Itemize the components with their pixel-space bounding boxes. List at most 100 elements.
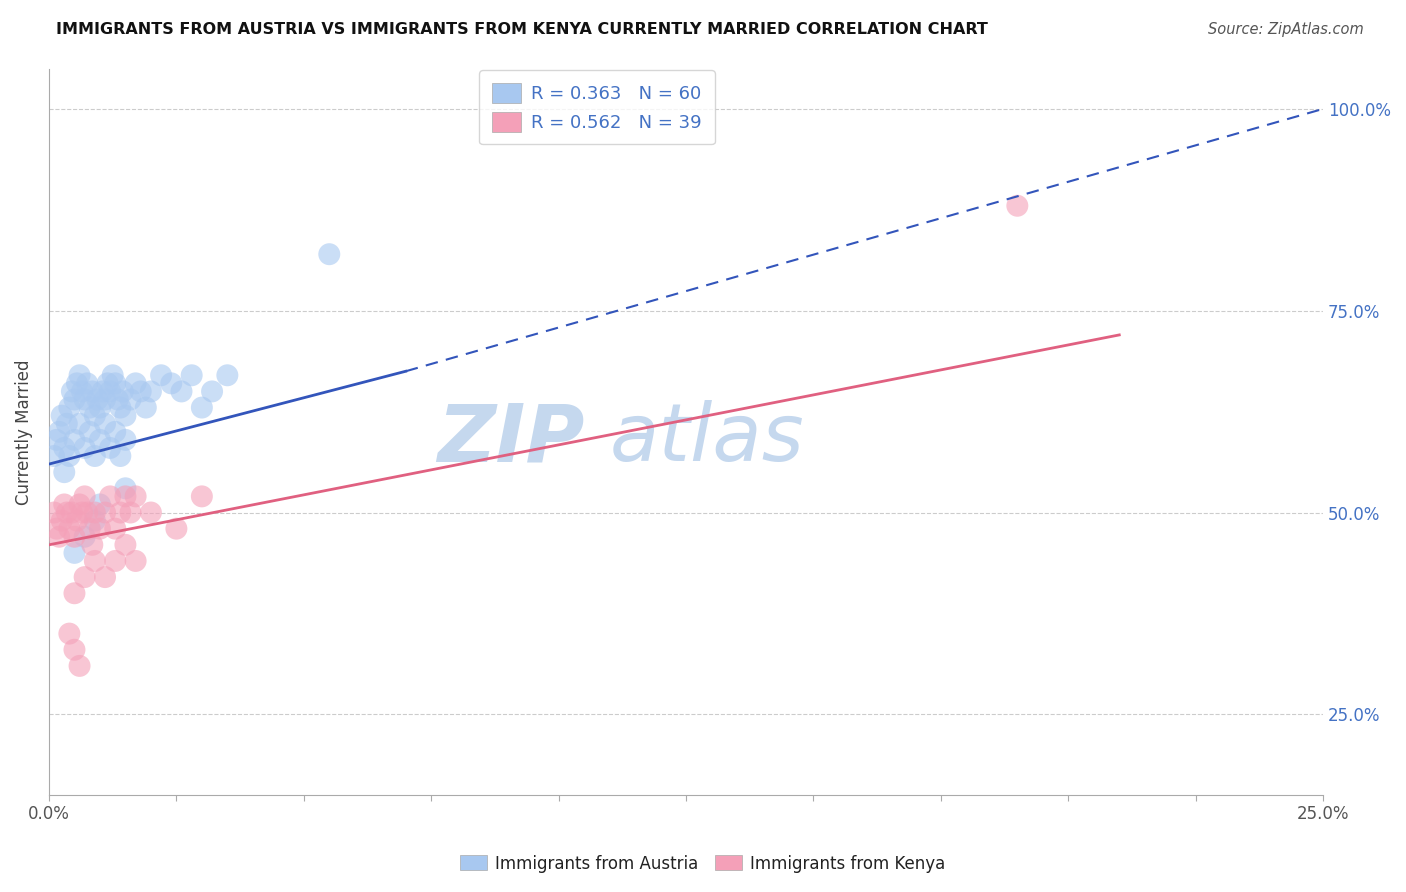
Point xyxy=(60,506,83,520)
Point xyxy=(73,530,96,544)
Point xyxy=(83,409,105,423)
Point xyxy=(191,489,214,503)
Point xyxy=(94,392,117,407)
Point xyxy=(70,506,93,520)
Point xyxy=(94,570,117,584)
Point xyxy=(83,506,105,520)
Point xyxy=(70,384,93,399)
Point xyxy=(98,441,121,455)
Point xyxy=(135,401,157,415)
Point xyxy=(114,489,136,503)
Point xyxy=(91,384,114,399)
Point xyxy=(58,626,80,640)
Point xyxy=(42,449,65,463)
Point xyxy=(53,465,76,479)
Point xyxy=(165,522,187,536)
Point xyxy=(124,554,146,568)
Point xyxy=(114,433,136,447)
Point xyxy=(66,514,89,528)
Text: ZIP: ZIP xyxy=(437,400,583,478)
Point xyxy=(98,489,121,503)
Point xyxy=(98,384,121,399)
Point xyxy=(45,433,67,447)
Point xyxy=(63,392,86,407)
Point xyxy=(58,449,80,463)
Point xyxy=(48,425,70,439)
Point xyxy=(139,384,162,399)
Point xyxy=(110,449,132,463)
Point xyxy=(104,376,127,391)
Point xyxy=(83,449,105,463)
Point xyxy=(53,498,76,512)
Point xyxy=(318,247,340,261)
Point xyxy=(48,530,70,544)
Point xyxy=(79,425,101,439)
Point xyxy=(111,384,134,399)
Point xyxy=(170,384,193,399)
Point xyxy=(191,401,214,415)
Point xyxy=(89,522,111,536)
Point xyxy=(69,368,91,383)
Point xyxy=(104,425,127,439)
Point xyxy=(94,506,117,520)
Point xyxy=(114,538,136,552)
Point xyxy=(58,401,80,415)
Point xyxy=(97,376,120,391)
Point xyxy=(53,441,76,455)
Point xyxy=(150,368,173,383)
Point xyxy=(104,554,127,568)
Point xyxy=(110,401,132,415)
Point xyxy=(1007,199,1029,213)
Point xyxy=(69,417,91,431)
Point xyxy=(51,514,73,528)
Point xyxy=(79,401,101,415)
Point xyxy=(89,401,111,415)
Point xyxy=(124,489,146,503)
Point xyxy=(69,659,91,673)
Point xyxy=(73,489,96,503)
Point xyxy=(51,409,73,423)
Point xyxy=(120,506,142,520)
Point xyxy=(56,417,79,431)
Point xyxy=(66,376,89,391)
Legend: R = 0.363   N = 60, R = 0.562   N = 39: R = 0.363 N = 60, R = 0.562 N = 39 xyxy=(479,70,714,145)
Point xyxy=(63,530,86,544)
Point xyxy=(110,506,132,520)
Point xyxy=(94,417,117,431)
Text: Source: ZipAtlas.com: Source: ZipAtlas.com xyxy=(1208,22,1364,37)
Point xyxy=(89,433,111,447)
Point xyxy=(180,368,202,383)
Point xyxy=(104,522,127,536)
Point xyxy=(82,538,104,552)
Point xyxy=(129,384,152,399)
Point xyxy=(139,506,162,520)
Point xyxy=(114,481,136,495)
Point xyxy=(107,392,129,407)
Point xyxy=(56,506,79,520)
Point xyxy=(201,384,224,399)
Y-axis label: Currently Married: Currently Married xyxy=(15,359,32,505)
Point xyxy=(73,392,96,407)
Point xyxy=(63,433,86,447)
Point xyxy=(42,506,65,520)
Point xyxy=(124,376,146,391)
Point xyxy=(63,586,86,600)
Point xyxy=(76,376,98,391)
Point xyxy=(83,554,105,568)
Point xyxy=(73,441,96,455)
Point xyxy=(82,384,104,399)
Text: IMMIGRANTS FROM AUSTRIA VS IMMIGRANTS FROM KENYA CURRENTLY MARRIED CORRELATION C: IMMIGRANTS FROM AUSTRIA VS IMMIGRANTS FR… xyxy=(56,22,988,37)
Point xyxy=(73,570,96,584)
Text: atlas: atlas xyxy=(610,400,804,478)
Point xyxy=(217,368,239,383)
Point xyxy=(45,522,67,536)
Point xyxy=(69,498,91,512)
Point xyxy=(63,546,86,560)
Point xyxy=(63,642,86,657)
Point xyxy=(58,522,80,536)
Point xyxy=(120,392,142,407)
Point xyxy=(60,384,83,399)
Point xyxy=(89,498,111,512)
Point xyxy=(79,522,101,536)
Point xyxy=(76,506,98,520)
